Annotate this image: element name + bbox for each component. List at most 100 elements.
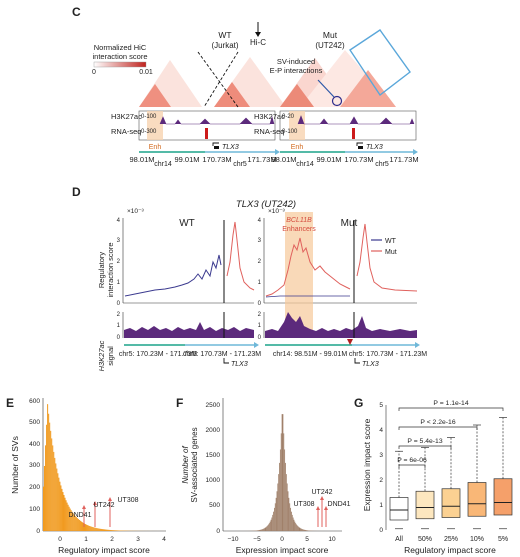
mut-h3-signal [297,115,415,125]
f-bar [267,525,269,531]
d-mut-line-wt [265,295,350,298]
f-bar [256,530,257,531]
e-ytick-0: 0 [36,528,40,535]
g-box [389,497,409,521]
f-bar [283,433,285,531]
e-bar [113,530,115,531]
d-wt-axis-label: chr5: 170.23M - 171.73M [119,351,197,358]
f-ylabel-2: SV-associated genes [190,427,199,502]
d-mut-ytick-3: 3 [258,238,262,244]
e-bar [45,445,47,531]
e-bar [116,530,118,531]
d-h3-ylabel-2: signal [106,346,115,366]
f-bar [307,530,308,531]
d-wt-line-wt [124,254,222,297]
e-bar [77,519,79,531]
f-bar [298,527,300,531]
e-ytick-100: 100 [29,506,40,513]
e-bar [69,508,71,531]
mut-title: Mut [323,30,338,40]
e-bar [85,524,87,531]
f-ytick-500: 500 [209,502,220,509]
d-wt-gene: TLX3 [231,361,248,368]
f-bar [260,529,262,531]
hic-label: Hi-C [250,38,266,47]
e-bar [86,524,88,531]
f-bars [234,414,331,531]
f-bar [291,511,292,531]
e-bar [71,511,73,531]
sv-circle [331,95,343,107]
wt-track-frame [138,110,276,141]
f-bar [258,530,260,531]
g-box [493,478,513,516]
e-bar [93,527,95,531]
d-wt-h3-ytick-1: 1 [117,323,121,329]
f-bar [285,462,286,531]
e-bar [48,413,50,531]
colorbar-min: 0 [92,69,96,76]
f-bar [296,524,297,531]
e-bar [99,528,101,531]
mut-axis-2: 99.01M [316,155,341,164]
d-enhancer-label-1: BCL11B [286,217,312,224]
e-xtick-2: 2 [110,536,114,543]
e-bar [55,463,57,531]
d-wt-h3-ytick-0: 0 [117,335,121,341]
e-bar [105,529,107,531]
d-enhancer-highlight [285,212,313,334]
f-bar [273,511,274,531]
g-cat-25: 25% [444,536,458,543]
g-chart: 5 4 3 2 1 0 All 50% 25% 10% 5% P = 6e-06… [379,400,513,543]
d-mut-ytick-2: 2 [258,259,262,265]
hic-arrow-head [255,32,261,37]
e-xlabel: Regulatory impact score [58,545,150,555]
e-bar [118,530,120,531]
colorbar-title-2: interaction score [92,52,147,61]
f-label-ut308: UT308 [293,501,314,508]
f-label-ut242: UT242 [311,489,332,496]
e-bar [76,518,78,531]
e-bar [97,528,99,531]
d-wt-tss [223,358,229,364]
f-bar [270,519,272,531]
panel-letter-g: G [354,396,363,410]
wt-rna-range: 0-300 [141,129,157,135]
d-wt-plot: 4 3 2 1 0 [117,218,255,307]
colorbar-max: 0.01 [139,69,153,76]
f-bar [306,530,308,531]
f-bar [292,517,294,531]
f-ytick-2500: 2500 [206,402,221,409]
f-bar [259,529,261,531]
e-bar [106,529,108,531]
e-bar [50,430,52,531]
e-bar [117,530,119,531]
f-bar [279,462,280,531]
d-mut-h3-ytick-2: 2 [258,312,262,318]
f-bar [290,507,291,531]
e-bar [60,485,62,531]
e-bar [87,525,89,531]
wt-enh-highlight [147,111,163,140]
mut-rna-label: RNA-seq [254,127,284,136]
e-bar [59,481,61,531]
e-bar [82,522,84,531]
wt-hic-dense-2 [214,82,250,107]
d-wt-axis-label-2: chr5: 170.73M - 171.23M [183,351,261,358]
wt-gene-label: TLX3 [222,144,239,151]
e-bar [62,492,64,531]
e-bar [46,424,48,531]
f-bar [303,529,305,531]
mut-hic-triangle-right [340,70,396,107]
e-xtick-3: 3 [136,536,140,543]
e-bar [53,451,55,531]
mut-h3-label: H3K27ac [254,112,285,121]
e-bar [80,521,82,531]
e-bar [95,527,97,531]
e-bar [114,530,116,531]
mut-enh-label: Enh [291,144,304,151]
e-bar [90,526,92,531]
f-bar [304,529,306,531]
g-ytick-5: 5 [379,402,383,409]
